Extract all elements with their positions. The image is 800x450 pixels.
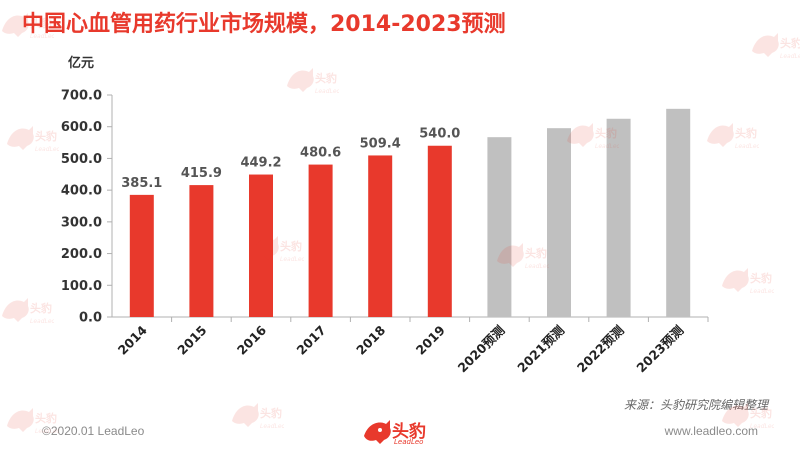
watermark-logo-icon: 头豹 LeadLeo xyxy=(0,5,56,49)
bar-value-label: 540.0 xyxy=(419,127,460,142)
svg-text:LeadLeo: LeadLeo xyxy=(750,423,774,430)
watermark-logo-icon: 头豹 LeadLeo xyxy=(565,115,621,159)
bar xyxy=(666,108,691,318)
svg-text:头豹: 头豹 xyxy=(750,406,772,420)
x-tick-label: 2016 xyxy=(234,322,269,357)
leadleo-logo-icon xyxy=(364,420,391,444)
watermark-logo-icon: 头豹 LeadLeo xyxy=(5,118,61,162)
watermark-logo-icon: 头豹 LeadLeo xyxy=(720,395,776,439)
svg-text:LeadLeo: LeadLeo xyxy=(315,88,339,95)
x-tick-label: 2023预测 xyxy=(633,323,686,376)
svg-text:头豹: 头豹 xyxy=(315,71,337,85)
bar xyxy=(487,137,512,317)
x-tick-label: 2018 xyxy=(353,323,388,358)
svg-text:头豹: 头豹 xyxy=(30,301,52,315)
y-tick-label: 400.0 xyxy=(61,184,102,199)
svg-text:头豹: 头豹 xyxy=(525,246,547,260)
bar-value-label: 480.6 xyxy=(300,146,341,161)
svg-text:LeadLeo: LeadLeo xyxy=(260,423,284,430)
x-tick-label: 2014 xyxy=(115,322,150,357)
watermark-logo-icon: 头豹 LeadLeo xyxy=(230,395,286,439)
bar-value-label: 385.1 xyxy=(121,176,162,191)
svg-text:头豹: 头豹 xyxy=(280,239,302,253)
svg-text:LeadLeo: LeadLeo xyxy=(780,53,800,60)
y-tick-label: 300.0 xyxy=(61,215,102,230)
bar-value-label: 509.4 xyxy=(360,136,401,151)
bar xyxy=(249,174,273,317)
watermark-logo-icon: 头豹 LeadLeo xyxy=(5,400,61,444)
svg-text:LeadLeo: LeadLeo xyxy=(525,263,549,270)
bar xyxy=(129,194,154,317)
watermark-logo-icon: 头豹 LeadLeo xyxy=(750,25,800,69)
bar xyxy=(606,118,631,317)
footer-website[interactable]: www.leadleo.com xyxy=(664,424,758,438)
svg-text:头豹: 头豹 xyxy=(35,129,57,143)
watermark-logo-icon: 头豹 LeadLeo xyxy=(285,60,341,104)
watermark-logo-icon: 头豹 LeadLeo xyxy=(495,235,551,279)
watermark-logo-icon: 头豹 LeadLeo xyxy=(720,260,776,304)
x-tick-label: 2019 xyxy=(413,323,448,358)
bar xyxy=(427,145,452,317)
svg-text:LeadLeo: LeadLeo xyxy=(280,256,304,263)
svg-text:LeadLeo: LeadLeo xyxy=(35,146,59,153)
watermark-logo-icon: 头豹 LeadLeo xyxy=(0,290,56,334)
svg-text:LeadLeo: LeadLeo xyxy=(30,318,54,325)
svg-text:LeadLeo: LeadLeo xyxy=(35,428,59,435)
y-tick-label: 200.0 xyxy=(61,247,102,262)
logo-subtext: LeadLeo xyxy=(394,438,424,446)
svg-text:LeadLeo: LeadLeo xyxy=(750,288,774,295)
bar xyxy=(189,185,214,317)
y-tick-label: 100.0 xyxy=(61,279,102,294)
y-tick-label: 500.0 xyxy=(61,152,102,167)
svg-text:头豹: 头豹 xyxy=(595,126,617,140)
source-note: 来源：头豹研究院编辑整理 xyxy=(623,398,768,412)
svg-text:LeadLeo: LeadLeo xyxy=(595,143,619,150)
x-tick-label: 2021预测 xyxy=(514,323,567,376)
x-tick-label: 2020预测 xyxy=(455,323,508,376)
svg-text:LeadLeo: LeadLeo xyxy=(30,33,54,40)
svg-text:LeadLeo: LeadLeo xyxy=(735,143,759,150)
bar xyxy=(308,164,333,317)
y-tick-label: 600.0 xyxy=(61,120,102,135)
x-tick-label: 2022预测 xyxy=(574,323,627,376)
chart-title: 中国心血管用药行业市场规模，2014-2023预测 xyxy=(22,12,506,37)
bar-value-label: 449.2 xyxy=(240,156,281,171)
x-tick-label: 2015 xyxy=(174,323,209,358)
y-tick-label: 700.0 xyxy=(61,89,102,104)
svg-text:头豹: 头豹 xyxy=(750,271,772,285)
svg-text:头豹: 头豹 xyxy=(260,406,282,420)
bar-value-label: 415.9 xyxy=(181,166,222,181)
bar xyxy=(368,155,393,317)
watermark-logo-icon: 头豹 LeadLeo xyxy=(250,228,306,272)
bar xyxy=(547,128,571,317)
svg-text:头豹: 头豹 xyxy=(35,411,57,425)
svg-text:头豹: 头豹 xyxy=(30,16,52,30)
logo-text: 头豹 xyxy=(392,422,426,442)
x-tick-label: 2017 xyxy=(294,323,329,358)
footer-copyright: ©2020.01 LeadLeo xyxy=(42,424,145,438)
svg-text:头豹: 头豹 xyxy=(780,36,800,50)
svg-text:头豹: 头豹 xyxy=(735,126,757,140)
y-tick-label: 0.0 xyxy=(79,311,102,326)
y-axis-unit: 亿元 xyxy=(68,56,95,71)
watermark-logo-icon: 头豹 LeadLeo xyxy=(705,115,761,159)
